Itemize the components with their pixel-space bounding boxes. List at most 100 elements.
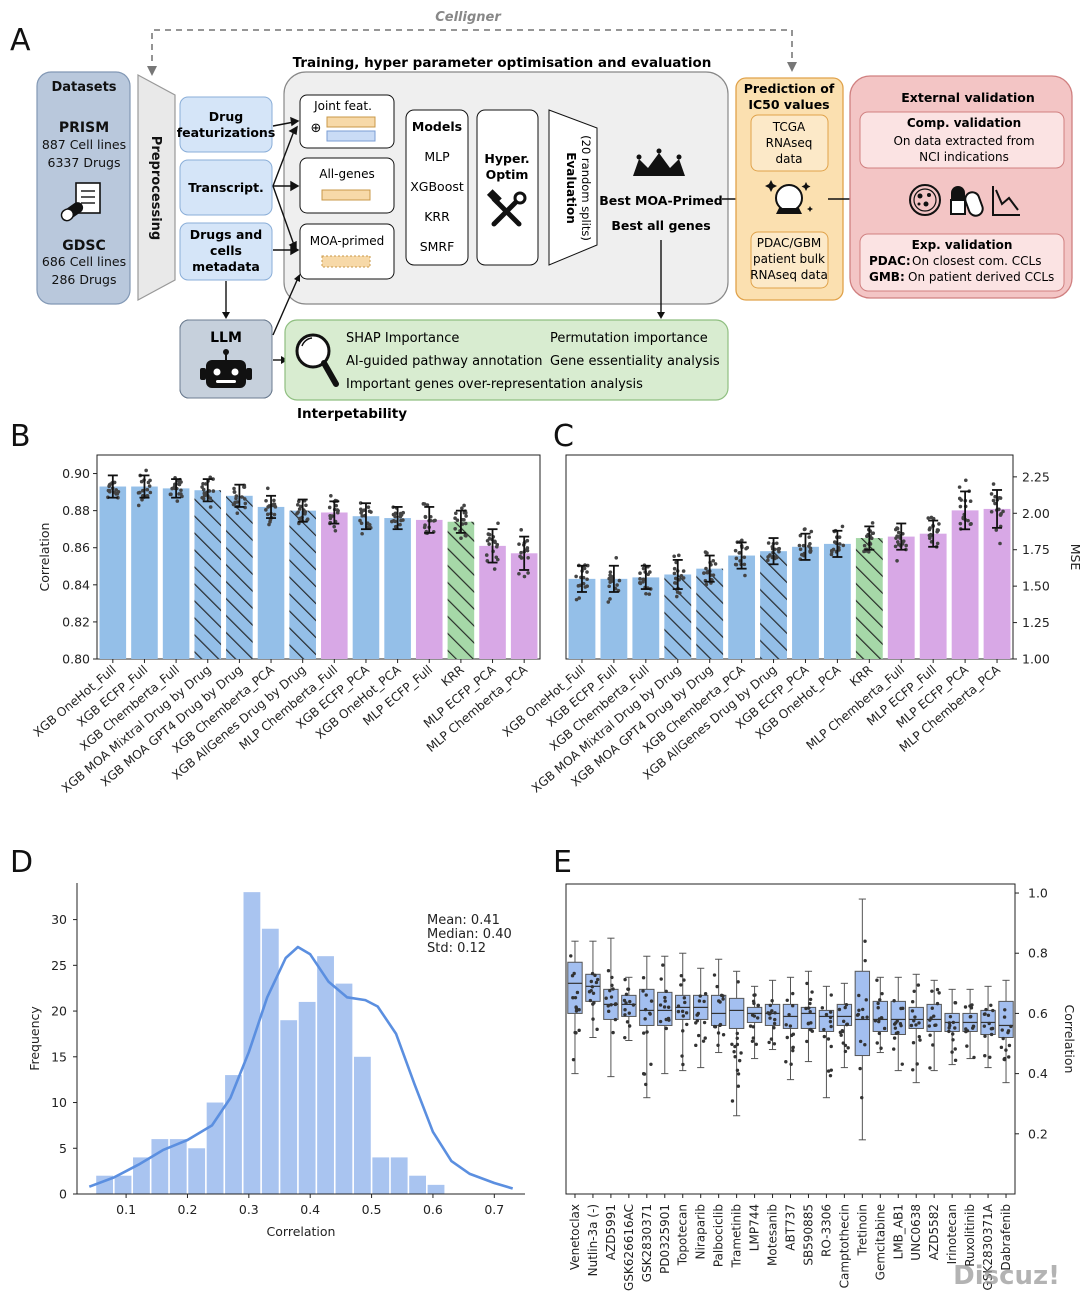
split-point (659, 977, 663, 981)
split-point (366, 505, 371, 509)
split-point (574, 1006, 579, 1011)
prism-cells: 887 Cell lines (42, 137, 126, 152)
moa-label: MOA-primed (310, 234, 384, 248)
split-point (755, 1016, 760, 1020)
split-point (359, 507, 363, 512)
split-point (684, 1011, 689, 1015)
split-point (627, 1011, 631, 1015)
bar (887, 536, 915, 659)
hist-bar (335, 983, 353, 1194)
split-point (991, 482, 996, 486)
split-point (519, 550, 523, 555)
split-point (843, 1049, 848, 1054)
split-point (878, 998, 882, 1002)
split-point (242, 497, 247, 501)
perm-label: Permutation importance (550, 331, 708, 346)
model-item: MLP (424, 149, 450, 164)
chart-d: 0.1 0.2 0.3 0.4 0.5 0.6 0.7 0 5 10 15 20 25 30 Correla… (27, 883, 525, 1239)
panel-a: A Celligner Datasets PRISM 887 Cell line… (10, 10, 1073, 422)
split-point (721, 997, 725, 1001)
x-tick-label: RO-3306 (819, 1204, 833, 1257)
split-point (826, 1069, 831, 1073)
split-point (517, 542, 521, 546)
split-point (893, 527, 898, 532)
split-point (930, 989, 934, 993)
split-point (840, 524, 845, 529)
split-point (716, 1043, 720, 1047)
split-point (734, 562, 739, 567)
box (854, 970, 871, 1057)
split-point (858, 1066, 862, 1071)
bar (415, 519, 443, 659)
x-tick-label: AZD5991 (604, 1204, 618, 1260)
x-tick-label: Irinotecan (945, 1204, 959, 1264)
split-point (994, 528, 999, 532)
box (764, 1003, 781, 1026)
moa-bar (321, 255, 371, 268)
split-point (901, 539, 906, 543)
stat-mean: Mean: 0.41 (427, 913, 500, 928)
interp-box (284, 319, 729, 401)
split-point (937, 991, 941, 995)
split-point (333, 528, 338, 533)
split-point (904, 543, 908, 548)
plot-frame (96, 454, 541, 660)
bar (823, 543, 851, 659)
split-point (140, 497, 144, 502)
split-point (875, 1041, 879, 1045)
shap-label: SHAP Importance (346, 331, 459, 346)
bar (257, 506, 285, 659)
split-point (679, 983, 683, 987)
split-point (951, 1038, 955, 1042)
split-point (717, 999, 721, 1003)
bar (352, 516, 380, 659)
split-point (591, 991, 596, 995)
split-point (899, 1006, 903, 1011)
split-point (820, 1006, 825, 1010)
panel-e-letter: E (553, 845, 572, 880)
split-point (649, 999, 654, 1003)
moa-box (299, 223, 395, 280)
split-point (716, 1031, 721, 1035)
split-point (809, 1028, 813, 1032)
box (567, 961, 583, 1014)
split-point (235, 511, 240, 516)
y-tick-label: 25 (51, 958, 67, 973)
split-point (201, 497, 206, 501)
split-point (948, 1014, 953, 1019)
x-tick-label: Nutlin-3a (-) (586, 1204, 600, 1276)
split-point (964, 1029, 968, 1034)
prediction-title1: Prediction of (744, 81, 835, 96)
split-point (393, 524, 398, 529)
split-point (147, 484, 152, 488)
split-point (993, 494, 997, 499)
split-point (702, 1020, 707, 1025)
split-point (837, 535, 842, 539)
y-axis-label: Correlation (1062, 1005, 1077, 1074)
split-point (569, 954, 573, 958)
split-point (608, 580, 612, 584)
split-point (606, 600, 611, 604)
split-point (606, 969, 611, 973)
celligner-arrow-right (787, 62, 797, 72)
split-point (623, 1008, 627, 1012)
split-point (787, 1012, 791, 1017)
split-point (648, 1011, 652, 1015)
split-point (824, 1012, 829, 1017)
split-point (704, 582, 709, 587)
split-point (304, 503, 308, 508)
split-point (390, 519, 394, 524)
split-point (608, 597, 612, 601)
split-point (963, 1005, 968, 1009)
split-point (702, 571, 706, 575)
split-point (460, 506, 464, 511)
split-point (982, 1012, 987, 1016)
split-point (571, 1057, 576, 1062)
y-tick-label: 0.82 (62, 614, 90, 629)
x-tick-label: Dabrafenib (999, 1204, 1013, 1271)
y-tick-label: 1.25 (1022, 615, 1050, 630)
split-point (770, 1009, 774, 1013)
gmb-validation-text: On patient derived CCLs (908, 270, 1054, 284)
split-point (681, 1029, 685, 1033)
split-point (804, 1006, 808, 1011)
